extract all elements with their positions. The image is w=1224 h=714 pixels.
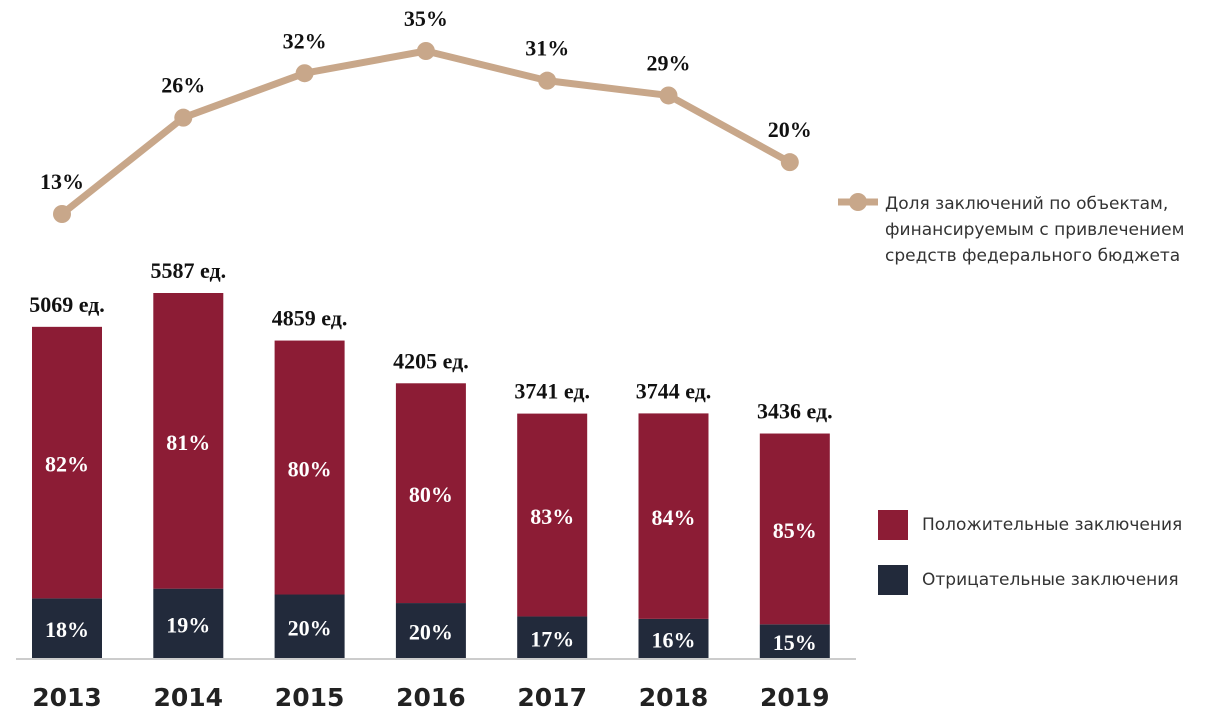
bar-segment: [638, 413, 709, 619]
bar-segment: [32, 598, 102, 658]
total-label: 5069 ед.: [29, 292, 105, 317]
point-label: 20%: [768, 117, 812, 142]
x-tick-label: 2015: [275, 683, 345, 712]
bar-segment: [274, 340, 345, 595]
bar-segment: [638, 618, 709, 658]
x-tick-label: 2013: [32, 683, 102, 712]
point-label: 29%: [647, 51, 691, 76]
legend-text: Положительные заключения: [922, 515, 1183, 535]
segment-label: 20%: [409, 620, 453, 645]
total-label: 4859 ед.: [272, 306, 348, 331]
legend-text: Отрицательные заключения: [922, 570, 1179, 590]
segment-label: 80%: [409, 482, 453, 507]
bar-segment: [517, 616, 588, 658]
bar-segment: [759, 624, 830, 658]
bar-segment: [395, 383, 466, 604]
point-label: 13%: [40, 169, 84, 194]
segment-label: 18%: [45, 617, 89, 642]
legend-swatch: [878, 510, 908, 540]
total-label: 5587 ед.: [150, 258, 226, 283]
total-label: 4205 ед.: [393, 348, 469, 373]
bar-segment: [153, 293, 224, 589]
x-tick-label: 2018: [639, 683, 709, 712]
line-point: [174, 108, 193, 127]
total-label: 3744 ед.: [636, 378, 712, 403]
line-point: [780, 153, 799, 172]
legend-point: [849, 193, 867, 211]
segment-label: 82%: [45, 452, 89, 477]
x-tick-label: 2016: [396, 683, 466, 712]
segment-label: 81%: [166, 430, 210, 455]
segment-label: 17%: [530, 626, 574, 651]
segment-label: 84%: [652, 505, 696, 530]
segment-label: 19%: [166, 612, 210, 637]
point-label: 26%: [161, 73, 205, 98]
bar-segment: [153, 588, 224, 658]
segment-label: 80%: [288, 457, 332, 482]
bar-segment: [32, 326, 102, 599]
x-tick-label: 2014: [154, 683, 224, 712]
x-tick-label: 2019: [760, 683, 830, 712]
total-label: 3436 ед.: [757, 399, 833, 424]
point-label: 31%: [525, 36, 569, 61]
segment-label: 20%: [288, 615, 332, 640]
line-point: [53, 205, 71, 223]
line-point: [538, 71, 557, 90]
bar-segment: [274, 594, 345, 658]
line-point: [659, 86, 678, 105]
line-point: [295, 64, 314, 83]
bar-segment: [395, 603, 466, 658]
segment-label: 85%: [773, 518, 817, 543]
line-point: [416, 42, 435, 60]
segment-label: 15%: [773, 630, 817, 655]
line-legend-text: Доля заключений по объектам, финансируем…: [885, 194, 1185, 266]
segment-label: 16%: [652, 627, 696, 652]
bar-segment: [759, 433, 830, 625]
x-tick-label: 2017: [517, 683, 587, 712]
total-label: 3741 ед.: [514, 379, 590, 404]
legend-swatch: [878, 565, 908, 595]
bar-segment: [517, 413, 588, 617]
point-label: 32%: [283, 28, 327, 53]
segment-label: 83%: [530, 504, 574, 529]
point-label: 35%: [404, 6, 448, 31]
